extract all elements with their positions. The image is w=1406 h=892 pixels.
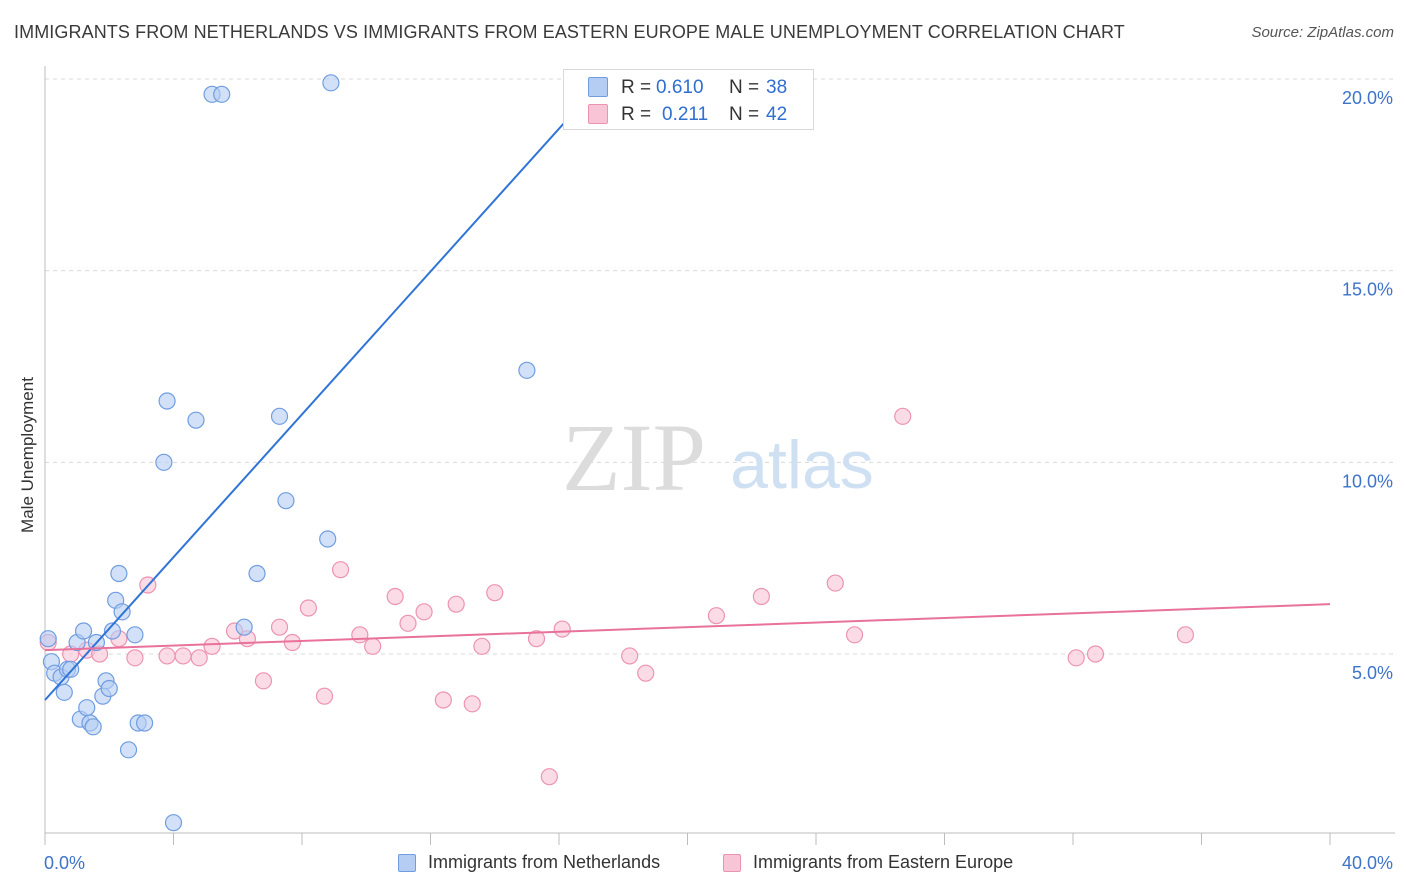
netherlands-point [235, 618, 253, 636]
eastern-europe-point [845, 626, 864, 644]
netherlands-point [319, 530, 337, 548]
netherlands-point [270, 407, 289, 425]
eastern-europe-point [270, 618, 289, 636]
netherlands-point [119, 741, 138, 759]
netherlands-point [187, 411, 205, 429]
watermark: ZIP atlas [562, 404, 874, 511]
eastern-europe-point [399, 614, 417, 632]
netherlands-point [158, 392, 176, 410]
trend-lines [44, 74, 1331, 701]
eastern-europe-point [158, 647, 176, 665]
netherlands-point [100, 679, 118, 698]
r-value: 0.610 [656, 77, 704, 98]
eastern-europe-point [415, 603, 433, 621]
netherlands-legend-swatch [398, 853, 416, 872]
n-label: N = [729, 104, 760, 125]
eastern-europe-point [637, 664, 655, 682]
eastern-europe-trend-line [44, 603, 1331, 652]
eastern-europe-point [447, 595, 465, 613]
eastern-europe-point [894, 407, 912, 425]
netherlands-point [110, 564, 128, 583]
netherlands-swatch [588, 77, 608, 97]
legend-item-eastern-europe: Immigrants from Eastern Europe [723, 852, 1013, 873]
netherlands-point [155, 453, 173, 471]
stats-row-netherlands: R = 0.610 N = 38 [564, 75, 815, 99]
netherlands-point [277, 492, 295, 510]
legend-label-netherlands: Immigrants from Netherlands [428, 852, 661, 872]
stats-row-eastern-europe: R = 0.211 N = 42 [564, 102, 815, 126]
netherlands-point [39, 630, 57, 648]
y-tick-label: 10.0% [1342, 471, 1393, 491]
r-value: 0.211 [662, 104, 709, 125]
netherlands-point [74, 622, 93, 640]
legend: Immigrants from Netherlands Immigrants f… [0, 852, 1406, 878]
axes [44, 66, 1395, 845]
eastern-europe-point [351, 626, 369, 644]
eastern-europe-point [540, 768, 558, 786]
x-tick-label-max: 40.0% [1342, 853, 1393, 873]
eastern-europe-point [174, 647, 192, 665]
eastern-europe-point [1067, 649, 1085, 667]
netherlands-point [213, 85, 231, 103]
netherlands-point [248, 564, 266, 583]
eastern-europe-point [473, 637, 491, 655]
netherlands-trend-line [44, 74, 608, 701]
eastern-europe-swatch [588, 104, 608, 124]
eastern-europe-point [826, 574, 844, 592]
netherlands-point [55, 683, 73, 701]
eastern-europe-point [553, 620, 571, 638]
eastern-europe-point [434, 691, 452, 709]
grid-lines [45, 78, 1395, 655]
eastern-europe-point [527, 630, 546, 648]
netherlands-point [84, 718, 102, 736]
netherlands-point [78, 699, 96, 717]
netherlands-point [126, 626, 144, 644]
netherlands-point [113, 603, 131, 621]
eastern-europe-point [126, 649, 144, 667]
y-tick-label: 5.0% [1352, 663, 1393, 683]
eastern-europe-point [386, 587, 404, 606]
tick-labels: 5.0% 10.0% 15.0% 20.0% 0.0% 40.0% [44, 88, 1393, 873]
r-label: R = [621, 77, 652, 98]
eastern-europe-point [331, 561, 350, 579]
x-tick-label-min: 0.0% [44, 853, 85, 873]
eastern-europe-point [1176, 626, 1195, 644]
netherlands-point [518, 361, 536, 379]
eastern-europe-point [1086, 645, 1105, 663]
netherlands-point [135, 714, 154, 732]
eastern-europe-legend-swatch [723, 853, 741, 872]
n-value: 42 [766, 104, 788, 125]
eastern-europe-point [203, 637, 221, 655]
netherlands-point [103, 622, 122, 640]
eastern-europe-point [752, 587, 770, 606]
legend-label-eastern-europe: Immigrants from Eastern Europe [753, 852, 1014, 872]
eastern-europe-point [621, 647, 639, 665]
source-credit: Source: ZipAtlas.com [1251, 24, 1394, 41]
eastern-europe-point [463, 695, 481, 713]
r-label: R = [621, 104, 652, 125]
y-tick-label: 15.0% [1342, 280, 1393, 300]
netherlands-point [322, 74, 340, 92]
eastern-europe-point [364, 637, 382, 655]
netherlands-point [62, 660, 80, 678]
y-tick-label: 20.0% [1342, 88, 1393, 108]
watermark-zip: ZIP [562, 404, 706, 511]
eastern-europe-point [254, 672, 273, 690]
netherlands-point [164, 814, 183, 832]
n-label: N = [729, 77, 760, 98]
chart-title: IMMIGRANTS FROM NETHERLANDS VS IMMIGRANT… [14, 22, 1125, 42]
n-value: 38 [766, 77, 788, 98]
eastern-europe-point [299, 599, 318, 617]
legend-item-netherlands: Immigrants from Netherlands [398, 852, 660, 873]
eastern-europe-point [486, 584, 504, 602]
stats-legend: R = 0.610 N = 38 R = 0.211 N = 42 [563, 69, 814, 130]
eastern-europe-point [315, 687, 334, 705]
eastern-europe-point [707, 607, 726, 625]
watermark-atlas: atlas [730, 427, 874, 503]
eastern-europe-point [190, 649, 208, 667]
